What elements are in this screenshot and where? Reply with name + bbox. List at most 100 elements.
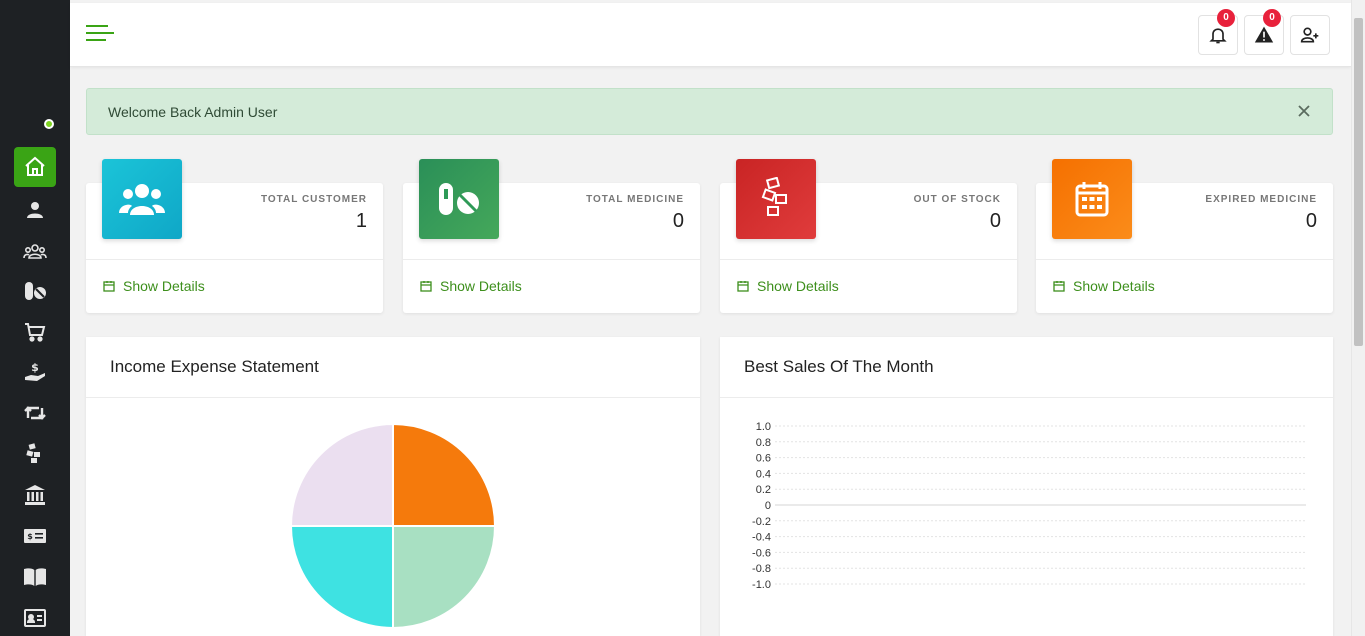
panel-divider [720, 397, 1333, 398]
warning-icon [1254, 26, 1274, 43]
sidebar-item-home[interactable] [14, 147, 56, 187]
notifications-badge: 0 [1217, 9, 1235, 27]
online-status-dot [44, 119, 54, 129]
show-details-label: Show Details [1073, 278, 1155, 294]
page-scrollbar[interactable] [1351, 0, 1365, 636]
pie-slice [392, 422, 497, 527]
y-tick-label: 0.8 [756, 437, 771, 449]
sidebar: $ $ [0, 0, 70, 636]
bank-icon [25, 485, 45, 505]
welcome-message: Welcome Back Admin User [108, 104, 278, 120]
pie-slice [289, 422, 394, 527]
card-value: 0 [672, 210, 684, 232]
retweet-icon [24, 406, 46, 420]
y-tick-label: 0 [765, 500, 771, 512]
users-icon [119, 184, 165, 215]
y-tick-label: -1.0 [752, 579, 771, 591]
top-header: 0 0 [70, 3, 1351, 67]
sidebar-item-users[interactable] [14, 190, 56, 230]
home-icon [25, 156, 45, 176]
sidebar-item-bank[interactable] [14, 475, 56, 515]
alerts-button[interactable]: 0 [1244, 9, 1284, 55]
users-icon [23, 244, 47, 259]
card-divider [720, 259, 1017, 260]
income-expense-panel: Income Expense Statement [86, 337, 700, 636]
card-label: TOTAL MEDICINE [586, 194, 684, 205]
card-value: 0 [989, 210, 1001, 232]
pie-slice [289, 525, 394, 630]
show-details-label: Show Details [123, 278, 205, 294]
y-tick-label: 0.2 [756, 484, 771, 496]
card-icon-box [1052, 159, 1132, 239]
card-value: 0 [1305, 210, 1317, 232]
notifications-button[interactable]: 0 [1198, 9, 1238, 55]
show-details-label: Show Details [440, 278, 522, 294]
sidebar-item-purchase[interactable] [14, 312, 56, 352]
card-label: TOTAL CUSTOMER [260, 194, 367, 205]
book-icon [24, 568, 46, 586]
user-tie-icon [27, 202, 43, 218]
menu-toggle-icon[interactable] [86, 25, 116, 45]
y-tick-label: 0.6 [756, 453, 771, 465]
card-divider [1036, 259, 1333, 260]
card-label: EXPIRED MEDICINE [1205, 194, 1317, 205]
sidebar-item-return[interactable] [14, 393, 56, 433]
show-details-link[interactable]: Show Details [1053, 278, 1155, 294]
card-label: OUT OF STOCK [913, 194, 1001, 205]
sidebar-item-stock[interactable] [14, 433, 56, 473]
y-tick-label: -0.8 [752, 563, 771, 575]
sidebar-item-reports[interactable] [14, 557, 56, 597]
pie-slice [392, 525, 497, 630]
y-tick-label: -0.2 [752, 516, 771, 528]
sidebar-item-expense[interactable]: $ [14, 516, 56, 556]
card-divider [86, 259, 383, 260]
calendar-icon [1053, 281, 1065, 292]
panel-title: Best Sales Of The Month [744, 357, 934, 376]
show-details-link[interactable]: Show Details [737, 278, 839, 294]
card-expired-medicine: EXPIRED MEDICINE 0 Show Details [1036, 159, 1333, 313]
y-tick-label: 0.4 [756, 468, 771, 480]
profile-button[interactable] [1290, 15, 1330, 55]
calendar-icon [103, 281, 115, 292]
show-details-link[interactable]: Show Details [420, 278, 522, 294]
panel-divider [86, 397, 700, 398]
y-tick-label: -0.6 [752, 547, 771, 559]
y-tick-label: 1.0 [756, 421, 771, 433]
panel-title: Income Expense Statement [110, 357, 319, 376]
money-check-icon: $ [24, 529, 46, 543]
show-details-label: Show Details [757, 278, 839, 294]
pills-icon [439, 183, 479, 215]
best-sales-line-chart: 1.0 0.8 0.6 0.4 0.2 0 -0.2 -0.4 -0.6 -0.8 -1.0 [752, 421, 1306, 591]
sidebar-item-customers[interactable] [14, 231, 56, 271]
sidebar-item-payment[interactable]: $ [14, 352, 56, 392]
best-sales-panel: Best Sales Of The Month 1.0 0.8 0.6 0.4 0.2 0… [720, 337, 1333, 636]
card-out-of-stock: OUT OF STOCK 0 Show Details [720, 159, 1017, 313]
income-expense-pie-chart [289, 422, 497, 630]
card-icon-box [419, 159, 499, 239]
boxes-icon [761, 177, 787, 216]
id-card-icon [24, 609, 46, 627]
calendar-icon [737, 281, 749, 292]
scrollbar-thumb[interactable] [1354, 18, 1363, 346]
pills-icon [25, 282, 46, 300]
welcome-alert: Welcome Back Admin User [86, 88, 1333, 135]
show-details-link[interactable]: Show Details [103, 278, 205, 294]
card-icon-box [102, 159, 182, 239]
card-icon-box [736, 159, 816, 239]
cart-icon [25, 323, 46, 342]
user-plus-icon [1300, 27, 1319, 43]
sidebar-item-hrm[interactable] [14, 598, 56, 636]
svg-text:$: $ [31, 361, 39, 374]
calendar-icon [1075, 182, 1109, 217]
hand-dollar-icon: $ [25, 361, 45, 381]
y-tick-label: -0.4 [752, 532, 771, 544]
card-value: 1 [355, 210, 367, 232]
card-total-customer: TOTAL CUSTOMER 1 Show Details [86, 159, 383, 313]
card-divider [403, 259, 700, 260]
card-total-medicine: TOTAL MEDICINE 0 Show Details [403, 159, 700, 313]
close-icon[interactable] [1296, 103, 1312, 119]
alerts-badge: 0 [1263, 9, 1281, 27]
calendar-icon [420, 281, 432, 292]
svg-text:$: $ [27, 532, 33, 541]
sidebar-item-medicine[interactable] [14, 271, 56, 311]
